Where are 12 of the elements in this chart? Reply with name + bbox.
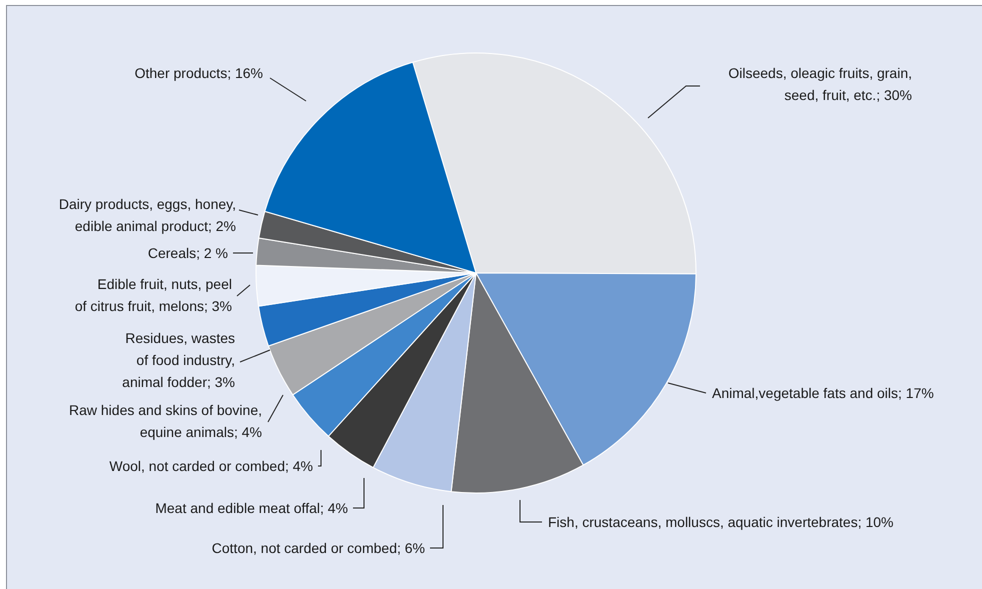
slice-label: Raw hides and skins of bovine, equine animals; 4% [69,402,262,440]
slice-label: Dairy products, eggs, honey, edible animal product; 2% [58,196,236,234]
slice-label: Fish, crustaceans, molluscs, aquatic invertebrates; 10% [548,514,894,530]
slice-label: Residues, wastes of food industry, animal fodder; 3% [122,330,235,390]
slice-label: Wool, not carded or combed; 4% [109,458,313,474]
slice-label: Cotton, not carded or combed; 6% [212,540,425,556]
slice-label: Animal,vegetable fats and oils; 17% [712,385,934,401]
slice-label: Meat and edible meat offal; 4% [155,500,348,516]
slice-label: Oilseeds, oleagic fruits, grain, seed, fruit, etc.; 30% [728,65,912,103]
slice-label: Other products; 16% [134,65,263,81]
slice-label: Edible fruit, nuts, peel of citrus fruit, melons; 3% [74,276,232,314]
slice-label: Cereals; 2 % [148,245,228,261]
